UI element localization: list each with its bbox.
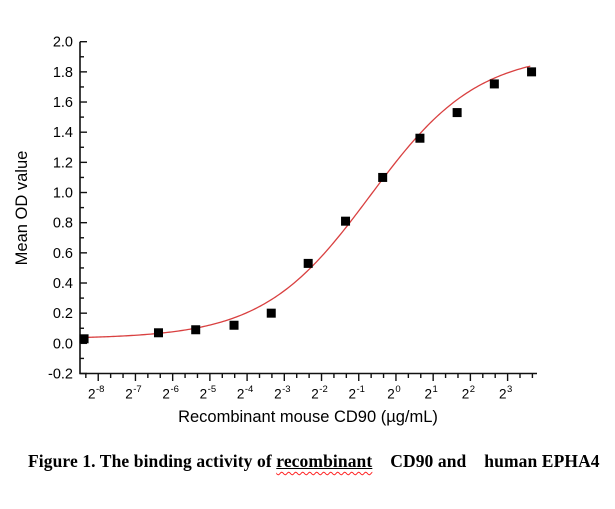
y-tick-label: 1.8	[53, 65, 73, 81]
y-axis-title: Mean OD value	[13, 151, 31, 266]
data-point	[229, 320, 239, 330]
y-tick-label: 1.0	[53, 186, 73, 202]
data-point	[303, 258, 313, 268]
y-tick-label: 1.2	[53, 155, 73, 171]
data-point	[489, 79, 499, 89]
x-axis-title: Recombinant mouse CD90 (µg/mL)	[178, 408, 438, 426]
caption-rest: CD90 and human EPHA4	[372, 451, 600, 471]
y-tick-label: -0.2	[48, 367, 73, 383]
data-point	[79, 334, 89, 344]
plot-area: -0.2 0.0 0.2 0.4 0.6 0.8 1.0 1.2 1.4 1.6 1.8 2.0 2-8…	[48, 35, 537, 402]
y-tick-label: 0.0	[53, 336, 73, 352]
data-point	[191, 325, 201, 335]
data-point	[153, 328, 163, 338]
y-tick-label: 1.4	[53, 125, 73, 141]
y-tick-label: 0.4	[53, 276, 73, 292]
y-tick-label: 0.2	[53, 306, 73, 322]
y-tick-label: 0.8	[53, 216, 73, 232]
y-tick-label: 1.6	[53, 95, 73, 111]
x-tick-label: 22	[462, 384, 475, 402]
x-tick-label: 2-5	[200, 384, 216, 402]
x-tick-label: 23	[499, 384, 512, 402]
x-tick-label: 2-8	[88, 384, 104, 402]
caption-lead: Figure 1. The binding activity of	[28, 451, 277, 471]
data-point	[341, 216, 351, 226]
binding-activity-chart: -0.2 0.0 0.2 0.4 0.6 0.8 1.0 1.2 1.4 1.6 1.8 2.0 2-8…	[13, 35, 537, 426]
caption-underlined-word: recombinant	[276, 451, 373, 471]
data-point	[378, 172, 388, 182]
data-point	[266, 308, 276, 318]
x-tick-label: 21	[425, 384, 438, 402]
data-point	[415, 133, 425, 143]
x-tick-label: 2-3	[274, 384, 290, 402]
x-tick-label: 2-4	[237, 384, 253, 402]
x-tick-label: 2-7	[125, 384, 141, 402]
x-tick-label: 20	[387, 384, 400, 402]
y-tick-label: 2.0	[53, 35, 73, 51]
data-point	[527, 67, 537, 77]
data-point	[452, 108, 462, 118]
y-tick-label: 0.6	[53, 246, 73, 262]
x-tick-label: 2-1	[349, 384, 365, 402]
fit-curve	[79, 65, 531, 339]
x-tick-label: 2-2	[311, 384, 327, 402]
figure-caption: Figure 1. The binding activity of recomb…	[28, 451, 600, 472]
x-tick-label: 2-6	[162, 384, 178, 402]
